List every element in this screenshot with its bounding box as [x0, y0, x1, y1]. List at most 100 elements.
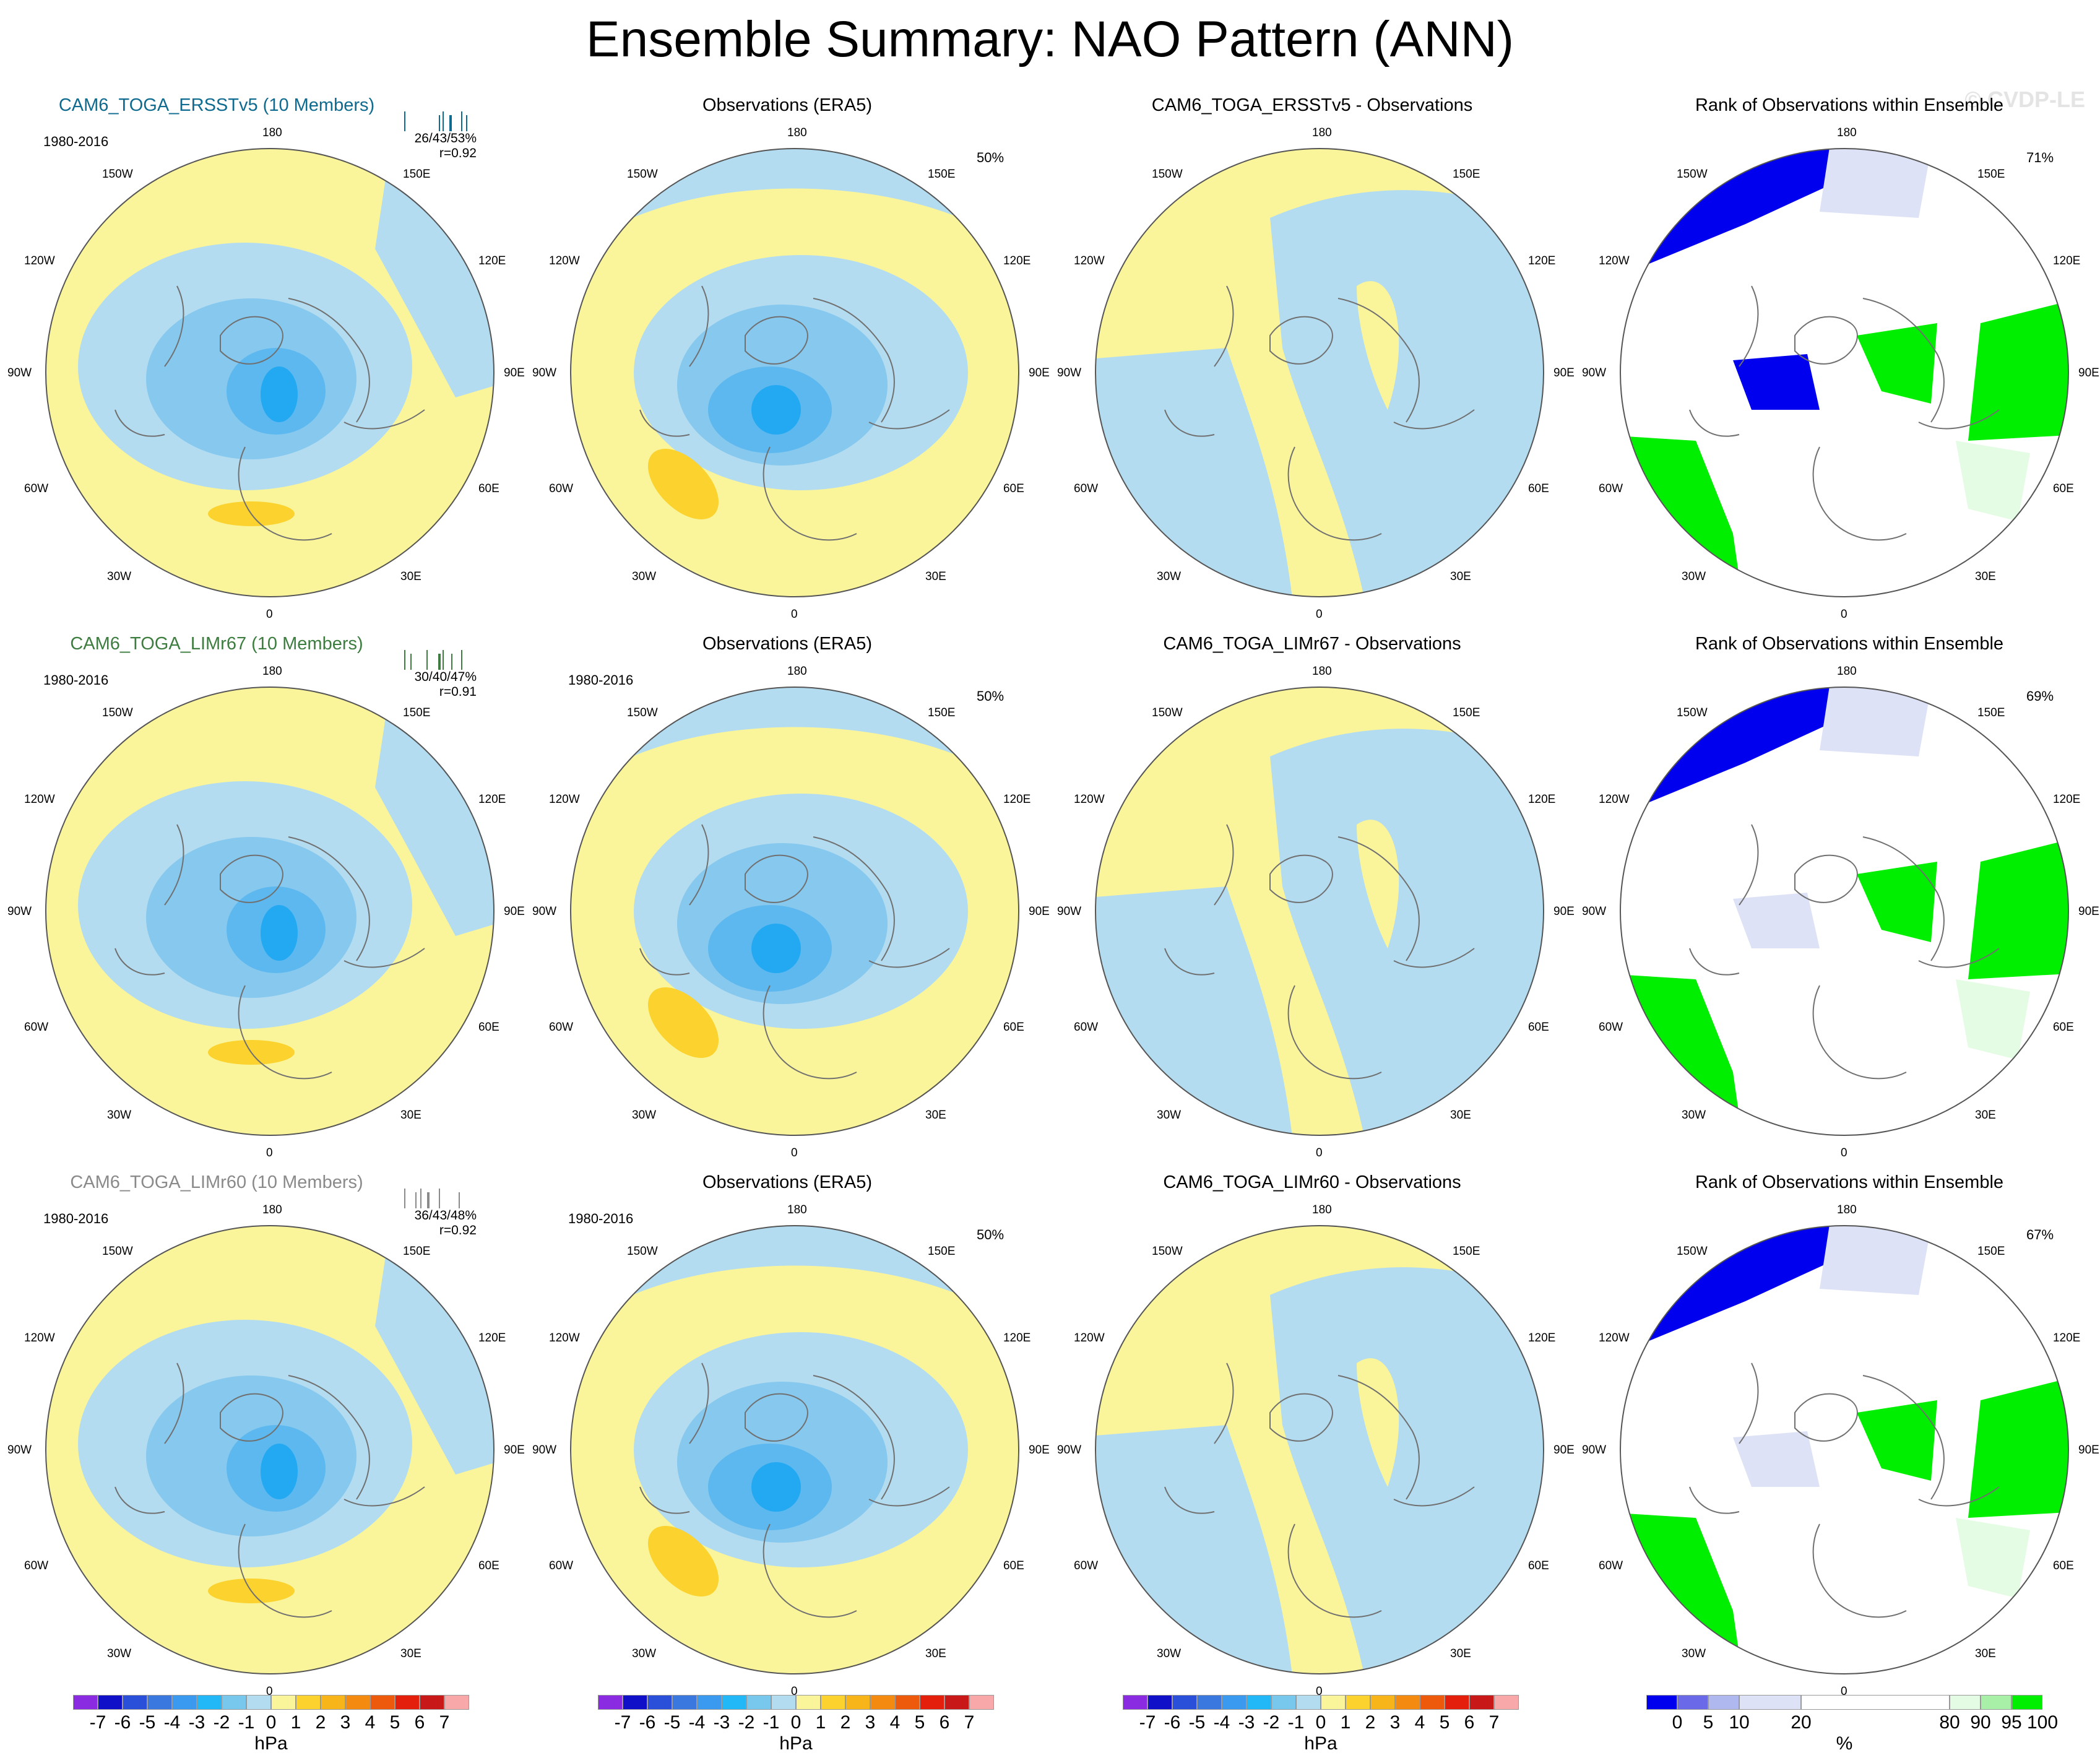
longitude-label: 30W — [107, 1647, 132, 1660]
colorbar-swatch — [1420, 1695, 1445, 1710]
longitude-label: 30E — [1450, 1108, 1471, 1122]
colorbar-swatch — [444, 1695, 469, 1710]
colorbar-swatch — [1469, 1695, 1494, 1710]
colorbar-swatch — [746, 1695, 771, 1710]
rank-pale-green-region — [1956, 1518, 2030, 1598]
longitude-label: 60E — [1527, 482, 1549, 495]
colorbar-tick-label: 7 — [964, 1712, 975, 1733]
colorbar-tick-label: -7 — [614, 1712, 631, 1733]
longitude-label: 60W — [1074, 1559, 1099, 1572]
longitude-label: 60W — [24, 1021, 49, 1034]
colorbar-swatch — [920, 1695, 944, 1710]
longitude-label: 120E — [2052, 1332, 2081, 1345]
longitude-label: 30W — [1157, 1647, 1182, 1660]
colorbar-tick-label: 95 — [2001, 1712, 2022, 1733]
colorbar-swatch — [1445, 1695, 1469, 1710]
coastline — [639, 824, 950, 1080]
stats-block: 26/43/53% r=0.92 — [378, 131, 477, 161]
longitude-label: 120W — [1599, 793, 1630, 806]
model-map — [45, 148, 495, 597]
longitude-label: 120E — [1003, 1332, 1031, 1345]
longitude-label: 180 — [1837, 126, 1857, 139]
longitude-label: 120W — [1599, 254, 1630, 267]
longitude-label: 150E — [1977, 1245, 2005, 1258]
obs-percent: 50% — [977, 150, 1005, 165]
longitude-label: 120W — [1074, 1332, 1105, 1345]
colorbar-swatch — [796, 1695, 821, 1710]
negative-contour — [751, 1462, 801, 1512]
longitude-label: 30W — [1157, 1108, 1182, 1122]
colorbar-swatch — [1708, 1695, 1739, 1710]
colorbar-swatch — [1801, 1695, 1950, 1710]
colorbar-swatch — [598, 1695, 623, 1710]
colorbar-tick-label: -3 — [713, 1712, 730, 1733]
longitude-label: 90W — [532, 366, 557, 379]
longitude-label: 0 — [1316, 608, 1323, 621]
coastline — [1164, 285, 1475, 541]
obs-percent: 50% — [977, 1227, 1005, 1242]
colorbar-tick-label: 5 — [914, 1712, 925, 1733]
longitude-label: 60E — [2052, 482, 2074, 495]
colorbar-swatch — [345, 1695, 370, 1710]
longitude-label: 90W — [1582, 905, 1607, 918]
map-boundary — [1095, 687, 1544, 1136]
rank-blue-region — [1733, 1431, 1820, 1487]
longitude-label: 90W — [1582, 366, 1607, 379]
longitude-label: 180 — [262, 1203, 282, 1216]
longitude-label: 150E — [1453, 706, 1480, 720]
stats-correlation: r=0.91 — [439, 685, 477, 699]
longitude-label: 180 — [262, 665, 282, 678]
longitude-label: 30E — [925, 1647, 946, 1660]
colorbar-swatch — [1346, 1695, 1370, 1710]
colorbar-swatch — [821, 1695, 845, 1710]
colorbar-tick-label: -3 — [1238, 1712, 1255, 1733]
longitude-label: 120W — [24, 793, 55, 806]
longitude-label: 120W — [24, 1332, 55, 1345]
longitude-label: 30W — [1682, 1108, 1706, 1122]
map-boundary — [1095, 1225, 1544, 1674]
longitude-label: 120E — [1527, 254, 1556, 267]
longitude-label: 30E — [925, 570, 946, 583]
colorbar-tick-label: -6 — [639, 1712, 656, 1733]
longitude-label: 60W — [549, 1021, 574, 1034]
colorbar-swatch — [672, 1695, 697, 1710]
longitude-label: 90W — [1057, 905, 1082, 918]
colorbar-swatch — [722, 1695, 746, 1710]
longitude-label: 90E — [1029, 366, 1050, 379]
longitude-label: 150W — [1152, 1245, 1183, 1258]
longitude-label: 180 — [1837, 1203, 1857, 1216]
colorbar-unit: hPa — [1304, 1733, 1337, 1754]
longitude-label: 60W — [1599, 482, 1623, 495]
rank-blue-region — [1733, 893, 1820, 948]
model-map — [45, 687, 495, 1136]
coastline — [115, 285, 425, 541]
colorbar-tick-label: 3 — [1389, 1712, 1401, 1733]
colorbar-tick-label: 0 — [1315, 1712, 1326, 1733]
colorbar-swatch — [1646, 1695, 1677, 1710]
colorbar-unit: hPa — [254, 1733, 288, 1754]
stats-correlation: r=0.92 — [439, 146, 477, 160]
colorbar-swatch — [271, 1695, 296, 1710]
colorbar-swatch — [197, 1695, 222, 1710]
rank-green-region — [1968, 837, 2068, 979]
colorbar-tick-label: 0 — [790, 1712, 802, 1733]
colorbar-swatch — [246, 1695, 271, 1710]
longitude-label: 60W — [549, 482, 574, 495]
longitude-label: 150E — [1453, 1245, 1480, 1258]
longitude-label: 60W — [1599, 1559, 1623, 1572]
diff-panel: 180 0 150W 120W 90W 60W 30W 150E 120E 90E 60E 30E CA… — [1050, 1170, 1575, 1707]
rank-pale-green-region — [1956, 979, 2030, 1060]
stats-correlation: r=0.92 — [439, 1223, 477, 1237]
longitude-label: 90E — [1553, 1444, 1575, 1457]
longitude-label: 30E — [1450, 1647, 1471, 1660]
map-boundary — [45, 148, 495, 597]
longitude-label: 90E — [504, 366, 525, 379]
positive-contour — [647, 448, 719, 520]
longitude-label: 30E — [400, 1108, 421, 1122]
longitude-label: 0 — [791, 1685, 798, 1698]
negative-field — [1270, 1267, 1544, 1674]
coastline — [1164, 1362, 1475, 1618]
rank-green-region — [1857, 862, 1937, 942]
diff-map — [1095, 687, 1544, 1136]
longitude-label: 120W — [549, 254, 580, 267]
